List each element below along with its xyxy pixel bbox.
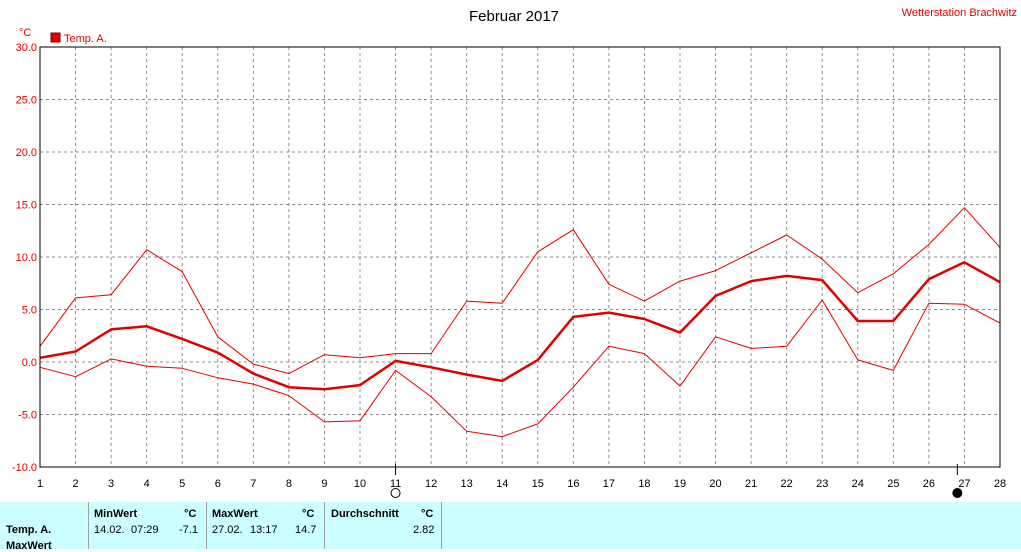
min-header: MinWert: [94, 508, 138, 520]
stats-separator: [324, 502, 325, 549]
y-tick-label: 15.0: [16, 200, 37, 212]
x-tick-label: 17: [603, 478, 615, 490]
max-unit: °C: [302, 508, 315, 520]
x-axis-ticks: 1 2 3 4 5 6 7 8 9 10 11 12 13 14 15 16 17 18 19 20 21 22 23 24 2…: [37, 478, 1006, 490]
max-date: 27.02.: [212, 524, 243, 536]
x-tick-label: 3: [108, 478, 114, 490]
stats-separator: [88, 502, 89, 549]
x-tick-label: 18: [638, 478, 650, 490]
x-tick-label: 25: [887, 478, 899, 490]
x-tick-label: 10: [354, 478, 366, 490]
x-tick-label: 21: [745, 478, 757, 490]
stats-separator: [441, 502, 442, 549]
station-name: Wetterstation Brachwitz: [902, 7, 1017, 19]
y-tick-label: -10.0: [12, 462, 37, 474]
x-tick-label: 7: [250, 478, 256, 490]
x-tick-label: 12: [425, 478, 437, 490]
y-tick-label: 0.0: [22, 357, 37, 369]
avg-unit: °C: [421, 508, 434, 520]
x-tick-label: 6: [215, 478, 221, 490]
stats-panel: Temp. A. MaxWert MinWert °C 14.02. 07:29…: [0, 502, 1021, 552]
avg-value: 2.82: [413, 524, 435, 536]
x-tick-label: 22: [781, 478, 793, 490]
x-tick-label: 28: [994, 478, 1006, 490]
y-tick-label: 25.0: [16, 95, 37, 107]
series-line-min: [39, 299, 1001, 438]
x-tick-label: 15: [532, 478, 544, 490]
x-tick-label: 5: [179, 478, 185, 490]
x-tick-label: 4: [144, 478, 150, 490]
x-tick-label: 9: [321, 478, 327, 490]
x-tick-label: 20: [709, 478, 721, 490]
x-tick-label: 13: [461, 478, 473, 490]
series-line-avg: [39, 261, 1001, 391]
max-header: MaxWert: [212, 508, 258, 520]
y-tick-label: 10.0: [16, 252, 37, 264]
min-date: 14.02.: [94, 524, 125, 536]
temperature-chart: Februar 2017 Wetterstation Brachwitz °C …: [12, 7, 1017, 498]
y-axis-ticks: -10.0 -5.0 0.0 5.0 10.0 15.0 20.0 25.0 30.0: [12, 42, 37, 474]
chart-title: Februar 2017: [469, 8, 559, 25]
x-tick-label: 27: [958, 478, 970, 490]
x-tick-label: 2: [72, 478, 78, 490]
moon-phases: [390, 464, 963, 498]
min-time: 07:29: [131, 524, 159, 536]
x-tick-label: 19: [674, 478, 686, 490]
y-axis-unit: °C: [19, 27, 31, 39]
legend-label: Temp. A.: [64, 33, 107, 45]
x-tick-label: 16: [567, 478, 579, 490]
x-tick-label: 8: [286, 478, 292, 490]
max-value: 14.7: [295, 524, 317, 536]
y-tick-label: 20.0: [16, 147, 37, 159]
y-tick-label: 5.0: [22, 305, 37, 317]
x-tick-label: 14: [496, 478, 508, 490]
min-value: -7.1: [179, 524, 198, 536]
x-tick-label: 11: [390, 478, 401, 490]
y-tick-label: -5.0: [18, 410, 37, 422]
legend-swatch: [50, 32, 61, 43]
stats-row-label: Temp. A.: [6, 524, 52, 536]
max-time: 13:17: [250, 524, 278, 536]
stats-separator: [206, 502, 207, 549]
avg-header: Durchschnitt: [331, 508, 399, 520]
min-unit: °C: [184, 508, 197, 520]
x-tick-label: 23: [816, 478, 828, 490]
new-moon-icon: [952, 488, 963, 498]
y-tick-label: 30.0: [16, 42, 37, 54]
x-tick-label: 26: [923, 478, 935, 490]
plot-frame: [39, 46, 1001, 468]
grid: [40, 47, 1000, 467]
x-tick-label: 24: [852, 478, 864, 490]
stats-row-label-2: MaxWert: [6, 540, 52, 552]
x-tick-label: 1: [37, 478, 43, 490]
full-moon-icon: [390, 488, 401, 498]
series-lines: [39, 207, 1001, 438]
series-line-max: [39, 207, 1001, 375]
